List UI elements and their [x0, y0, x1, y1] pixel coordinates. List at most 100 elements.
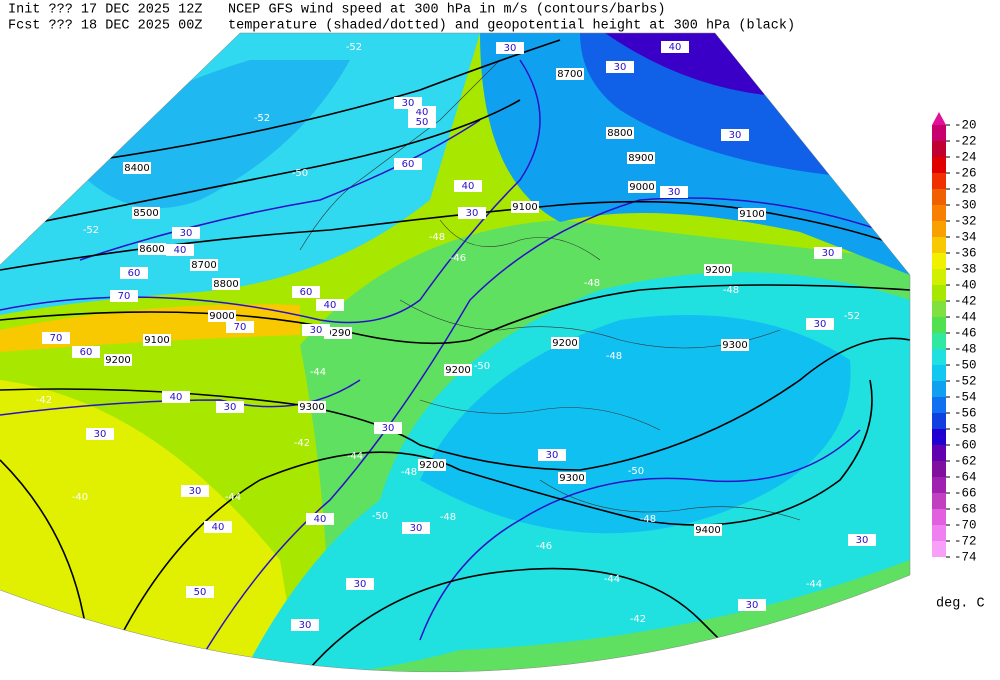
colorbar-box	[932, 157, 946, 173]
colorbar-label: -54	[954, 390, 977, 404]
wind-label: 50	[416, 117, 429, 128]
wind-label: 30	[504, 43, 517, 54]
label-background	[606, 61, 634, 73]
temperature-label: -42	[294, 438, 310, 449]
label-background	[538, 449, 566, 461]
label-background	[123, 162, 151, 174]
forecast-time: Fcst ??? 18 DEC 2025 00Z	[8, 19, 202, 34]
height-label: 9200	[105, 355, 130, 366]
label-background	[374, 422, 402, 434]
wind-label: 60	[300, 287, 313, 298]
colorbar-box	[932, 269, 946, 285]
label-background	[496, 42, 524, 54]
colorbar-box	[932, 541, 946, 557]
colorbar-label: -66	[954, 486, 977, 500]
temperature-label: -42	[630, 614, 646, 625]
label-background	[418, 459, 446, 471]
temperature-label: -44	[225, 492, 241, 503]
label-background	[806, 318, 834, 330]
wind-label: 40	[669, 42, 682, 53]
colorbar-label: -30	[954, 198, 977, 212]
height-label: 9200	[419, 460, 444, 471]
colorbar-label: -34	[954, 230, 977, 244]
height-label: 9000	[629, 182, 654, 193]
wind-label: 70	[234, 322, 247, 333]
wind-label: 30	[668, 187, 681, 198]
label-background	[212, 278, 240, 290]
label-background	[814, 247, 842, 259]
temperature-label: -48	[723, 285, 739, 296]
wind-label: 30	[822, 248, 835, 259]
colorbar-label: -58	[954, 422, 977, 436]
temperature-label: -48	[440, 512, 456, 523]
height-label: 9200	[705, 265, 730, 276]
temperature-label: -44	[310, 367, 326, 378]
wind-label: 40	[170, 392, 183, 403]
wind-label: 40	[462, 181, 475, 192]
temperature-label: -48	[429, 232, 445, 243]
wind-label: 30	[224, 402, 237, 413]
colorbar-label: -70	[954, 518, 977, 532]
temperature-label: -44	[806, 579, 822, 590]
colorbar-box	[932, 237, 946, 253]
label-background	[558, 472, 586, 484]
label-background	[444, 364, 472, 376]
colorbar-box	[932, 493, 946, 509]
wind-label: 30	[546, 450, 559, 461]
colorbar-label: -46	[954, 326, 977, 340]
wind-label: 30	[382, 423, 395, 434]
colorbar-box	[932, 349, 946, 365]
colorbar-box	[932, 429, 946, 445]
colorbar-label: -32	[954, 214, 977, 228]
label-background	[166, 244, 194, 256]
colorbar-box	[932, 461, 946, 477]
wind-label: 30	[466, 208, 479, 219]
label-background	[704, 264, 732, 276]
wind-label: 60	[402, 159, 415, 170]
temperature-label: -50	[372, 511, 388, 522]
height-label: 9300	[299, 402, 324, 413]
wind-label: 70	[50, 333, 63, 344]
wind-label: 40	[314, 514, 327, 525]
height-label: 9300	[722, 340, 747, 351]
title-line-1: NCEP GFS wind speed at 300 hPa in m/s (c…	[228, 3, 665, 18]
label-background	[848, 534, 876, 546]
colorbar-box	[932, 365, 946, 381]
label-background	[306, 513, 334, 525]
height-label: 9200	[445, 365, 470, 376]
label-background	[172, 227, 200, 239]
label-background	[556, 68, 584, 80]
colorbar-box	[932, 205, 946, 221]
temperature-label: -52	[844, 311, 860, 322]
temperature-label: -44	[347, 451, 363, 462]
temperature-label: -50	[628, 466, 644, 477]
colorbar-label: -22	[954, 134, 977, 148]
label-background	[292, 286, 320, 298]
temperature-label: -48	[401, 467, 417, 478]
wind-label: 50	[194, 587, 207, 598]
colorbar-label: -74	[954, 550, 977, 564]
label-background	[511, 201, 539, 213]
temperature-label: -44	[604, 574, 620, 585]
label-background	[402, 522, 430, 534]
wind-label: 30	[189, 486, 202, 497]
label-background	[721, 339, 749, 351]
height-label: 9200	[552, 338, 577, 349]
label-background	[738, 599, 766, 611]
colorbar-label: -28	[954, 182, 977, 196]
colorbar-box	[932, 221, 946, 237]
label-background	[162, 391, 190, 403]
wind-label: 30	[814, 319, 827, 330]
height-label: 9100	[512, 202, 537, 213]
height-label: 8500	[133, 208, 158, 219]
label-background	[104, 354, 132, 366]
wind-label: 30	[310, 325, 323, 336]
wind-label: 40	[324, 300, 337, 311]
label-background	[190, 259, 218, 271]
colorbar-box	[932, 333, 946, 349]
label-background	[86, 428, 114, 440]
map-border	[0, 32, 911, 673]
height-label: 8800	[607, 128, 632, 139]
